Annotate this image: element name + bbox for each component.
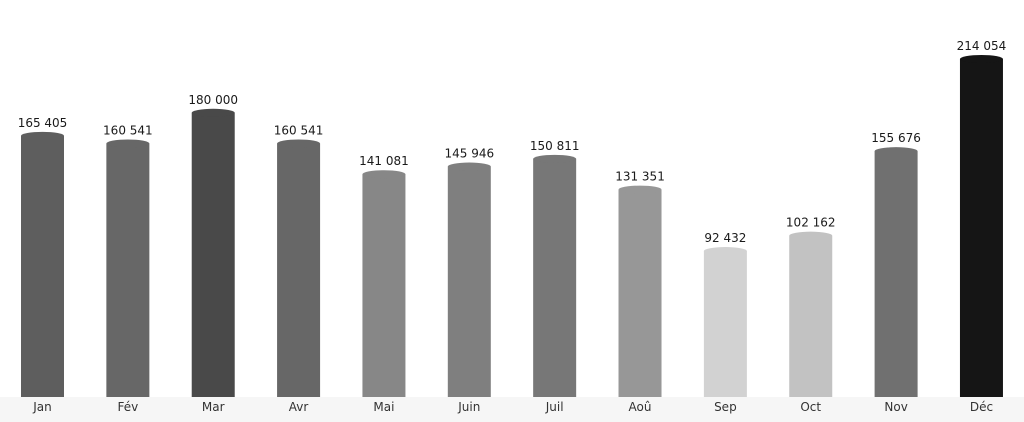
x-tick-label: Sep — [714, 400, 737, 414]
data-label: 180 000 — [188, 93, 238, 107]
data-label: 145 946 — [444, 147, 494, 161]
bar-cap — [789, 231, 833, 240]
bar-cap — [447, 162, 491, 171]
data-label: 131 351 — [615, 170, 665, 184]
x-tick-label: Avr — [289, 400, 309, 414]
x-tick-label: Nov — [884, 400, 907, 414]
bar — [106, 143, 150, 397]
x-tick-label: Mar — [202, 400, 225, 414]
bar-group-juil: 150 811 Juil — [530, 139, 580, 414]
bar-group-oct: 102 162 Oct — [786, 216, 836, 414]
bar — [789, 235, 833, 397]
x-tick-label: Fév — [117, 400, 138, 414]
x-tick-label: Oct — [800, 400, 821, 414]
bar-cap — [874, 147, 918, 156]
bar-cap — [106, 139, 150, 148]
bar-group-nov: 155 676 Nov — [871, 131, 921, 414]
bar-group-juin: 145 946 Juin — [444, 147, 494, 414]
bar-cap — [618, 185, 662, 194]
data-label: 141 081 — [359, 154, 409, 168]
x-tick-label: Mai — [373, 400, 394, 414]
x-tick-label: Déc — [970, 400, 993, 414]
bar — [874, 151, 918, 397]
bar — [191, 112, 235, 398]
bar — [362, 174, 406, 397]
bar-group-déc: 214 054 Déc — [957, 39, 1007, 414]
data-label: 92 432 — [704, 231, 746, 245]
bar-cap — [277, 139, 321, 148]
data-label: 150 811 — [530, 139, 580, 153]
x-tick-label: Jan — [32, 400, 52, 414]
bar-cap — [21, 131, 64, 140]
bar — [21, 135, 64, 397]
x-tick-label: Juin — [457, 400, 480, 414]
bar-cap — [959, 55, 1003, 63]
bar-cap — [362, 170, 406, 179]
bar-cap — [191, 108, 235, 117]
bar-cap — [533, 154, 577, 163]
x-tick-label: Juil — [545, 400, 564, 414]
bar-group-sep: 92 432 Sep — [703, 231, 747, 414]
axis-strip — [0, 397, 1024, 422]
x-tick-label: Aoû — [629, 400, 652, 414]
bar-group-jan: 165 405 Jan — [18, 116, 68, 414]
data-label: 165 405 — [18, 116, 68, 130]
bar — [959, 59, 1003, 397]
bar — [618, 189, 662, 397]
data-label: 155 676 — [871, 131, 921, 145]
bar — [447, 166, 491, 397]
data-label: 102 162 — [786, 216, 836, 230]
bar — [703, 251, 747, 397]
data-label: 214 054 — [957, 39, 1007, 53]
data-label: 160 541 — [274, 123, 324, 137]
bar-group-avr: 160 541 Avr — [274, 123, 324, 414]
bar-group-aoû: 131 351 Aoû — [615, 170, 665, 414]
bar-group-mar: 180 000 Mar — [188, 93, 238, 414]
bar — [533, 158, 577, 397]
data-label: 160 541 — [103, 123, 153, 137]
bar-group-fév: 160 541 Fév — [103, 123, 153, 414]
bar-group-mai: 141 081 Mai — [359, 154, 409, 414]
bar-cap — [703, 247, 747, 256]
bar — [277, 143, 321, 397]
